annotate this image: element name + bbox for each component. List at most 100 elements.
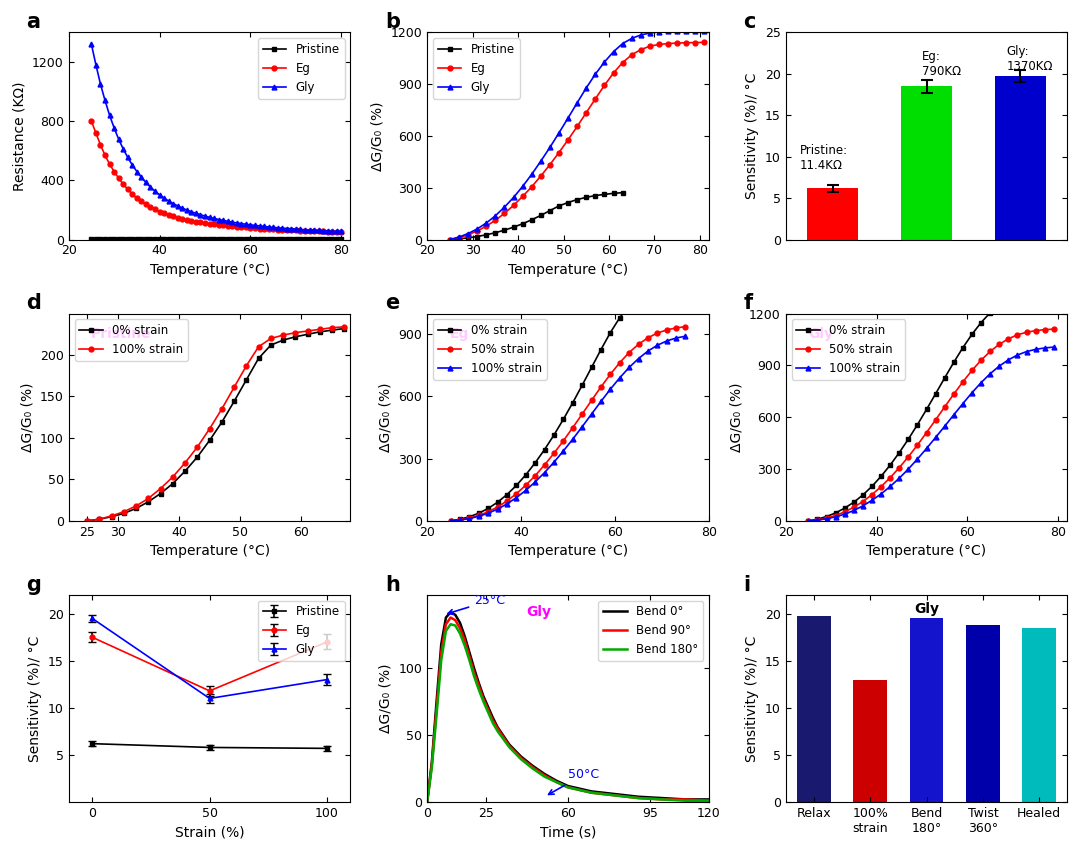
50% strain [811, 515, 824, 525]
Bar [1023, 628, 1056, 802]
Legend: Pristine, Eg, Gly: Pristine, Eg, Gly [258, 601, 345, 661]
Gly [689, 26, 702, 36]
100% strain [228, 383, 241, 393]
Eg [461, 230, 474, 240]
Line: Eg: Eg [447, 40, 706, 242]
X-axis label: Temperature (°C): Temperature (°C) [508, 263, 629, 277]
100% strain [166, 472, 179, 482]
100% strain [670, 333, 683, 343]
Bend 90° [430, 704, 443, 714]
Gly [607, 47, 620, 57]
Bar [807, 188, 859, 239]
0% strain [1002, 294, 1015, 304]
100% strain [966, 388, 978, 398]
0% strain [883, 460, 896, 470]
Bend 0° [454, 618, 467, 628]
Line: Bend 0°: Bend 0° [428, 613, 708, 802]
0% strain [154, 488, 167, 498]
Eg [671, 38, 684, 49]
Gly [625, 33, 638, 43]
100% strain [538, 468, 551, 478]
Pristine [453, 233, 465, 244]
Bar [909, 619, 944, 802]
50% strain [939, 402, 951, 412]
100% strain [1048, 342, 1061, 352]
100% strain [93, 514, 106, 524]
0% strain [966, 329, 978, 339]
100% strain [920, 443, 933, 453]
Gly [598, 57, 611, 67]
100% strain [191, 442, 204, 452]
Bend 0° [514, 751, 527, 762]
100% strain [974, 377, 987, 388]
50% strain [838, 507, 851, 517]
Bend 90° [538, 770, 551, 780]
100% strain [313, 325, 326, 335]
0% strain [203, 435, 216, 446]
Pristine [480, 230, 492, 240]
0% strain [632, 291, 645, 301]
Bend 180° [491, 726, 504, 736]
Eg [248, 223, 261, 233]
Eg [85, 116, 98, 126]
50% strain [491, 502, 504, 512]
Eg [507, 200, 519, 210]
0% strain [947, 357, 960, 367]
X-axis label: Temperature (°C): Temperature (°C) [149, 544, 270, 558]
Bend 0° [632, 792, 645, 802]
0% strain [130, 504, 143, 514]
100% strain [203, 423, 216, 434]
Bend 180° [421, 797, 434, 807]
100% strain [604, 384, 617, 394]
Bend 0° [440, 613, 453, 623]
100% strain [454, 515, 467, 525]
100% strain [585, 409, 598, 419]
Y-axis label: Sensitivity (%)/ °C: Sensitivity (%)/ °C [28, 636, 42, 762]
Bend 90° [632, 793, 645, 803]
Pristine [562, 198, 575, 208]
0% strain [939, 372, 951, 383]
50% strain [642, 333, 654, 343]
Bend 0° [430, 697, 443, 707]
Line: 50% strain: 50% strain [806, 326, 1056, 523]
100% strain [118, 507, 131, 517]
Bend 180° [702, 796, 715, 806]
50% strain [482, 507, 495, 517]
0% strain [338, 324, 351, 334]
Text: d: d [26, 293, 41, 314]
100% strain [679, 331, 692, 342]
0% strain [566, 398, 579, 408]
Legend: 0% strain, 100% strain: 0% strain, 100% strain [75, 320, 188, 361]
100% strain [178, 458, 191, 468]
Eg [644, 41, 657, 51]
Bend 0° [421, 797, 434, 807]
Eg [562, 135, 575, 145]
100% strain [1038, 343, 1051, 353]
Eg [652, 39, 665, 49]
Bend 180° [458, 641, 471, 651]
100% strain [130, 501, 143, 511]
Bend 90° [514, 753, 527, 763]
50% strain [875, 481, 888, 492]
Text: Pristine:
11.4KΩ: Pristine: 11.4KΩ [799, 144, 848, 172]
0% strain [166, 479, 179, 489]
0% strain [1038, 283, 1051, 293]
0% strain [902, 434, 915, 444]
Eg [543, 159, 556, 170]
50% strain [454, 515, 467, 525]
Y-axis label: Sensitivity (%)/ °C: Sensitivity (%)/ °C [745, 636, 759, 762]
Line: Pristine: Pristine [89, 237, 343, 242]
0% strain [594, 344, 607, 354]
0% strain [557, 414, 570, 424]
Gly [226, 217, 239, 227]
0% strain [875, 471, 888, 481]
Bend 0° [482, 702, 495, 712]
Bend 0° [477, 691, 490, 701]
Eg [453, 233, 465, 243]
0% strain [105, 511, 118, 521]
Pristine [471, 232, 484, 242]
50% strain [623, 348, 636, 358]
Gly [507, 193, 519, 203]
Text: Gly: Gly [808, 327, 833, 342]
100% strain [947, 410, 960, 420]
